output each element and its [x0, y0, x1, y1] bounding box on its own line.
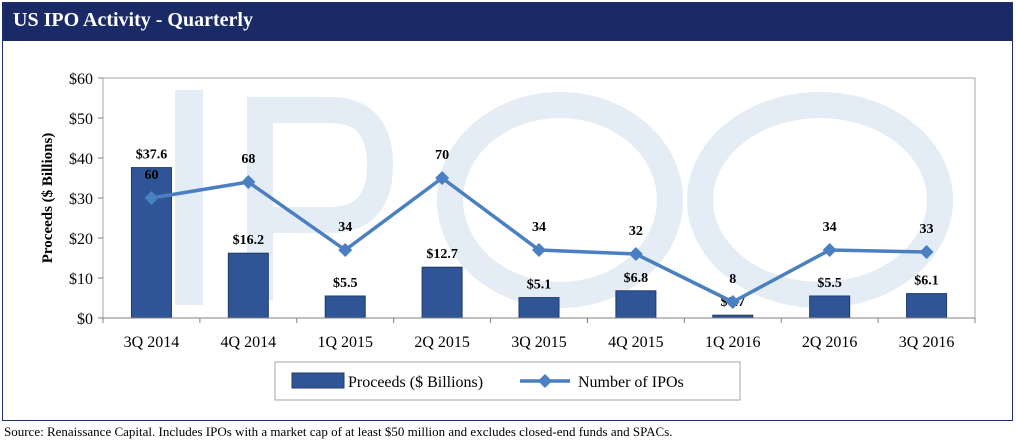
bar-proceeds: [906, 293, 948, 319]
x-tick-label: 2Q 2015: [414, 334, 470, 351]
watermark-bar: [175, 90, 203, 305]
y-axis-title: Proceeds ($ Billions): [40, 133, 56, 264]
line-data-label: 33: [920, 222, 934, 237]
x-tick-label: 3Q 2015: [511, 334, 567, 351]
line-data-label: 60: [144, 168, 158, 183]
bar-proceeds: [421, 266, 463, 319]
x-tick-label: 3Q 2016: [899, 334, 955, 351]
line-data-label: 32: [629, 224, 643, 239]
x-tick-label: 4Q 2014: [221, 334, 277, 351]
bar-data-label: $5.5: [333, 276, 358, 291]
line-data-label: 70: [435, 148, 449, 163]
bar-data-label: $12.7: [426, 247, 458, 262]
line-data-label: 68: [241, 152, 255, 167]
bar-data-label: $6.1: [914, 274, 939, 289]
legend-box: [274, 361, 741, 401]
header-bar: US IPO Activity - Quarterly: [3, 3, 1012, 41]
bar-proceeds: [324, 295, 366, 319]
x-tick-label: 1Q 2015: [317, 334, 373, 351]
watermark-ring: [437, 92, 683, 308]
line-data-label: 34: [338, 220, 352, 235]
bar-proceeds: [130, 167, 172, 319]
line-point-marker: [628, 247, 643, 261]
legend: Proceeds ($ Billions) Number of IPOs: [274, 361, 741, 401]
bar-proceeds: [227, 252, 269, 319]
bar-data-label: $37.6: [136, 148, 168, 163]
bar-data-label: $5.1: [527, 278, 552, 293]
bar-data-label: $5.5: [817, 276, 842, 291]
legend-label-ipos: Number of IPOs: [578, 374, 684, 391]
y-tick-label: $20: [69, 231, 93, 248]
line-data-label: 34: [823, 220, 837, 235]
bar-proceeds: [615, 290, 657, 319]
watermark-loop: [247, 97, 394, 300]
watermark-ring: [687, 92, 953, 308]
line-point-marker: [822, 243, 837, 257]
y-tick-label: $30: [69, 191, 93, 208]
legend-swatch-bar: [291, 372, 345, 389]
watermark: [175, 90, 953, 308]
line-data-label: 8: [729, 272, 736, 287]
legend-label-proceeds: Proceeds ($ Billions): [348, 374, 483, 391]
source-note: Source: Renaissance Capital. Includes IP…: [4, 424, 673, 439]
line-point-marker: [919, 245, 934, 259]
y-tick-label: $50: [69, 111, 93, 128]
x-tick-label: 4Q 2015: [608, 334, 664, 351]
y-tick-label: $40: [69, 151, 93, 168]
line-data-label: 34: [532, 220, 546, 235]
bar-data-label: $6.8: [624, 271, 649, 286]
line-point-marker: [144, 191, 159, 205]
x-tick-label: 1Q 2016: [705, 334, 761, 351]
bar-proceeds: [518, 297, 560, 319]
x-tick-label: 2Q 2016: [802, 334, 858, 351]
legend-swatch-marker: [538, 374, 552, 388]
bar-proceeds: [809, 295, 851, 319]
line-point-marker: [241, 175, 256, 189]
bar-data-label: $16.2: [233, 233, 265, 248]
page-title: US IPO Activity - Quarterly: [13, 9, 253, 31]
y-tick-label: $60: [69, 71, 93, 88]
y-tick-label: $10: [69, 271, 93, 288]
x-tick-label: 3Q 2014: [124, 334, 180, 351]
line-point-marker: [435, 171, 450, 185]
line-point-marker: [725, 295, 740, 309]
y-tick-label: $0: [77, 311, 93, 328]
line-point-marker: [532, 243, 546, 257]
line-point-marker: [338, 243, 353, 257]
